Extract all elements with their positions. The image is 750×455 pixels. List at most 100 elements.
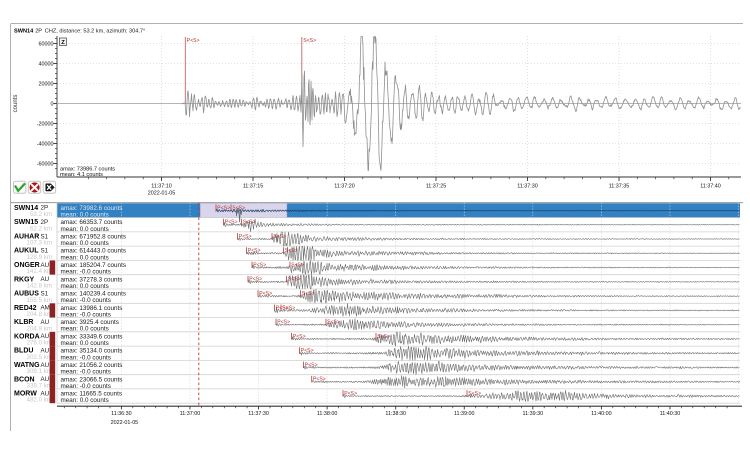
svg-text:mean: -0.0 counts: mean: -0.0 counts — [61, 297, 111, 304]
svg-text:amax: 21056.2 counts: amax: 21056.2 counts — [61, 362, 123, 369]
svg-text:11:36:30: 11:36:30 — [111, 411, 132, 417]
svg-text:amax: 185204.7 counts: amax: 185204.7 counts — [61, 262, 126, 269]
svg-text:mean: 0.0 counts: mean: 0.0 counts — [61, 326, 109, 333]
svg-text:60000: 60000 — [39, 42, 54, 48]
svg-text:11:40:00: 11:40:00 — [591, 411, 612, 417]
svg-text:AUBUS: AUBUS — [14, 291, 39, 298]
svg-text:AUHAR: AUHAR — [14, 234, 39, 241]
svg-text:amax: 73986.7 counts: amax: 73986.7 counts — [60, 166, 115, 172]
svg-text:302.5 km: 302.5 km — [27, 354, 52, 361]
svg-text:141.4 km: 141.4 km — [27, 268, 52, 275]
svg-text:mean: 4.1 counts: mean: 4.1 counts — [60, 172, 103, 178]
svg-text:P<S>: P<S> — [305, 362, 318, 368]
svg-text:53.2 km: 53.2 km — [30, 211, 52, 218]
svg-text:2022-01-05: 2022-01-05 — [111, 420, 139, 426]
svg-text:amax: 35134.0 counts: amax: 35134.0 counts — [61, 348, 123, 355]
svg-text:P<S>: P<S> — [344, 391, 357, 397]
svg-text:AU: AU — [41, 333, 50, 340]
svg-text:P<S>: P<S> — [187, 38, 200, 44]
svg-text:2P: 2P — [41, 219, 49, 226]
svg-text:RKGY: RKGY — [14, 276, 35, 283]
svg-text:mean: 0.0 counts: mean: 0.0 counts — [61, 254, 109, 261]
svg-text:339.7 km: 339.7 km — [27, 383, 52, 390]
svg-text:MORW: MORW — [14, 391, 37, 398]
svg-text:mean: -0.0 counts: mean: -0.0 counts — [61, 369, 111, 376]
svg-text:amax: 73982.6 counts: amax: 73982.6 counts — [61, 205, 123, 212]
svg-text:counts: counts — [13, 95, 19, 113]
svg-text:S<S>: S<S> — [285, 248, 298, 254]
svg-text:amax: 140239.4 counts: amax: 140239.4 counts — [61, 291, 126, 298]
svg-text:Z: Z — [61, 40, 65, 46]
svg-text:mean: 0.0 counts: mean: 0.0 counts — [61, 226, 109, 233]
svg-text:11:40:30: 11:40:30 — [660, 411, 681, 417]
svg-text:AU: AU — [41, 319, 50, 326]
svg-text:11:38:30: 11:38:30 — [385, 411, 406, 417]
svg-text:S<S>: S<S> — [327, 320, 340, 326]
svg-text:S<S>: S<S> — [468, 391, 481, 397]
svg-text:11:37:40: 11:37:40 — [700, 184, 721, 190]
svg-text:ONGER: ONGER — [14, 262, 40, 269]
svg-text:2P: 2P — [41, 205, 49, 212]
svg-text:RED42: RED42 — [14, 305, 37, 312]
svg-text:BLDU: BLDU — [14, 348, 33, 355]
svg-text:2022-01-05: 2022-01-05 — [148, 191, 176, 197]
svg-text:P<S>: P<S> — [277, 320, 290, 326]
svg-text:P<S>: P<S> — [217, 205, 230, 211]
svg-text:SWN14: SWN14 — [14, 205, 38, 212]
svg-text:-60000: -60000 — [37, 162, 54, 168]
svg-text:KORDA: KORDA — [14, 333, 40, 340]
svg-text:mean: -0.0 counts: mean: -0.0 counts — [61, 354, 111, 361]
svg-text:204.8 km: 204.8 km — [27, 311, 52, 318]
svg-text:S<S>: S<S> — [282, 305, 295, 311]
svg-text:11:37:15: 11:37:15 — [243, 184, 264, 190]
svg-text:AU: AU — [41, 362, 50, 369]
svg-text:276.0 km: 276.0 km — [27, 340, 52, 347]
svg-text:P<S>: P<S> — [239, 234, 252, 240]
svg-text:mean: 0.0 counts: mean: 0.0 counts — [61, 340, 109, 347]
svg-text:107.3 km: 107.3 km — [27, 240, 52, 247]
svg-text:S<S>: S<S> — [291, 262, 304, 268]
svg-text:P<S>: P<S> — [249, 277, 262, 283]
svg-text:11:37:10: 11:37:10 — [151, 184, 172, 190]
svg-text:11:37:00: 11:37:00 — [180, 411, 201, 417]
svg-text:mean: -0.0 counts: mean: -0.0 counts — [61, 269, 111, 276]
svg-text:KLBR: KLBR — [14, 319, 33, 326]
svg-text:mean: 0.0 counts: mean: 0.0 counts — [61, 212, 109, 219]
svg-text:amax: 37278.3 counts: amax: 37278.3 counts — [61, 276, 123, 283]
svg-text:BCON: BCON — [14, 376, 35, 383]
svg-text:AU: AU — [41, 376, 50, 383]
svg-text:40000: 40000 — [39, 62, 54, 68]
svg-text:-40000: -40000 — [37, 142, 54, 148]
svg-text:309.1 km: 309.1 km — [27, 368, 52, 375]
svg-text:142.8 km: 142.8 km — [27, 283, 52, 290]
svg-text:AU: AU — [41, 390, 50, 397]
svg-text:mean: -0.0 counts: mean: -0.0 counts — [61, 312, 111, 319]
svg-text:P<S>: P<S> — [259, 291, 272, 297]
svg-text:P<S>: P<S> — [276, 305, 289, 311]
svg-text:155.5 km: 155.5 km — [27, 297, 52, 304]
svg-text:SWN15: SWN15 — [14, 219, 38, 226]
svg-text:11:37:30: 11:37:30 — [248, 411, 269, 417]
svg-text:AM: AM — [41, 305, 50, 312]
svg-text:S<S>: S<S> — [288, 277, 301, 283]
svg-text:S<S>: S<S> — [243, 220, 256, 226]
svg-text:AU: AU — [41, 262, 50, 269]
svg-text:11:39:30: 11:39:30 — [523, 411, 544, 417]
svg-text:mean: 0.0 counts: mean: 0.0 counts — [61, 397, 109, 404]
svg-text:11:37:20: 11:37:20 — [334, 184, 355, 190]
svg-text:amax: 3925.4 counts: amax: 3925.4 counts — [61, 319, 119, 326]
svg-text:AU: AU — [41, 276, 50, 283]
svg-text:S1: S1 — [41, 290, 49, 297]
svg-text:P<S>: P<S> — [225, 220, 238, 226]
svg-text:11:39:00: 11:39:00 — [454, 411, 475, 417]
svg-text:11:37:25: 11:37:25 — [426, 184, 447, 190]
svg-text:mean: 0.0 counts: mean: 0.0 counts — [61, 283, 109, 290]
svg-text:amax: 66353.7 counts: amax: 66353.7 counts — [61, 219, 123, 226]
svg-text:P<S>: P<S> — [313, 377, 326, 383]
svg-text:20000: 20000 — [39, 82, 54, 88]
svg-text:amax: 614443.0 counts: amax: 614443.0 counts — [61, 248, 126, 255]
svg-text:11:37:30: 11:37:30 — [517, 184, 538, 190]
svg-text:AUKUL: AUKUL — [14, 248, 39, 255]
svg-text:amax: 11665.5 counts: amax: 11665.5 counts — [61, 391, 123, 398]
